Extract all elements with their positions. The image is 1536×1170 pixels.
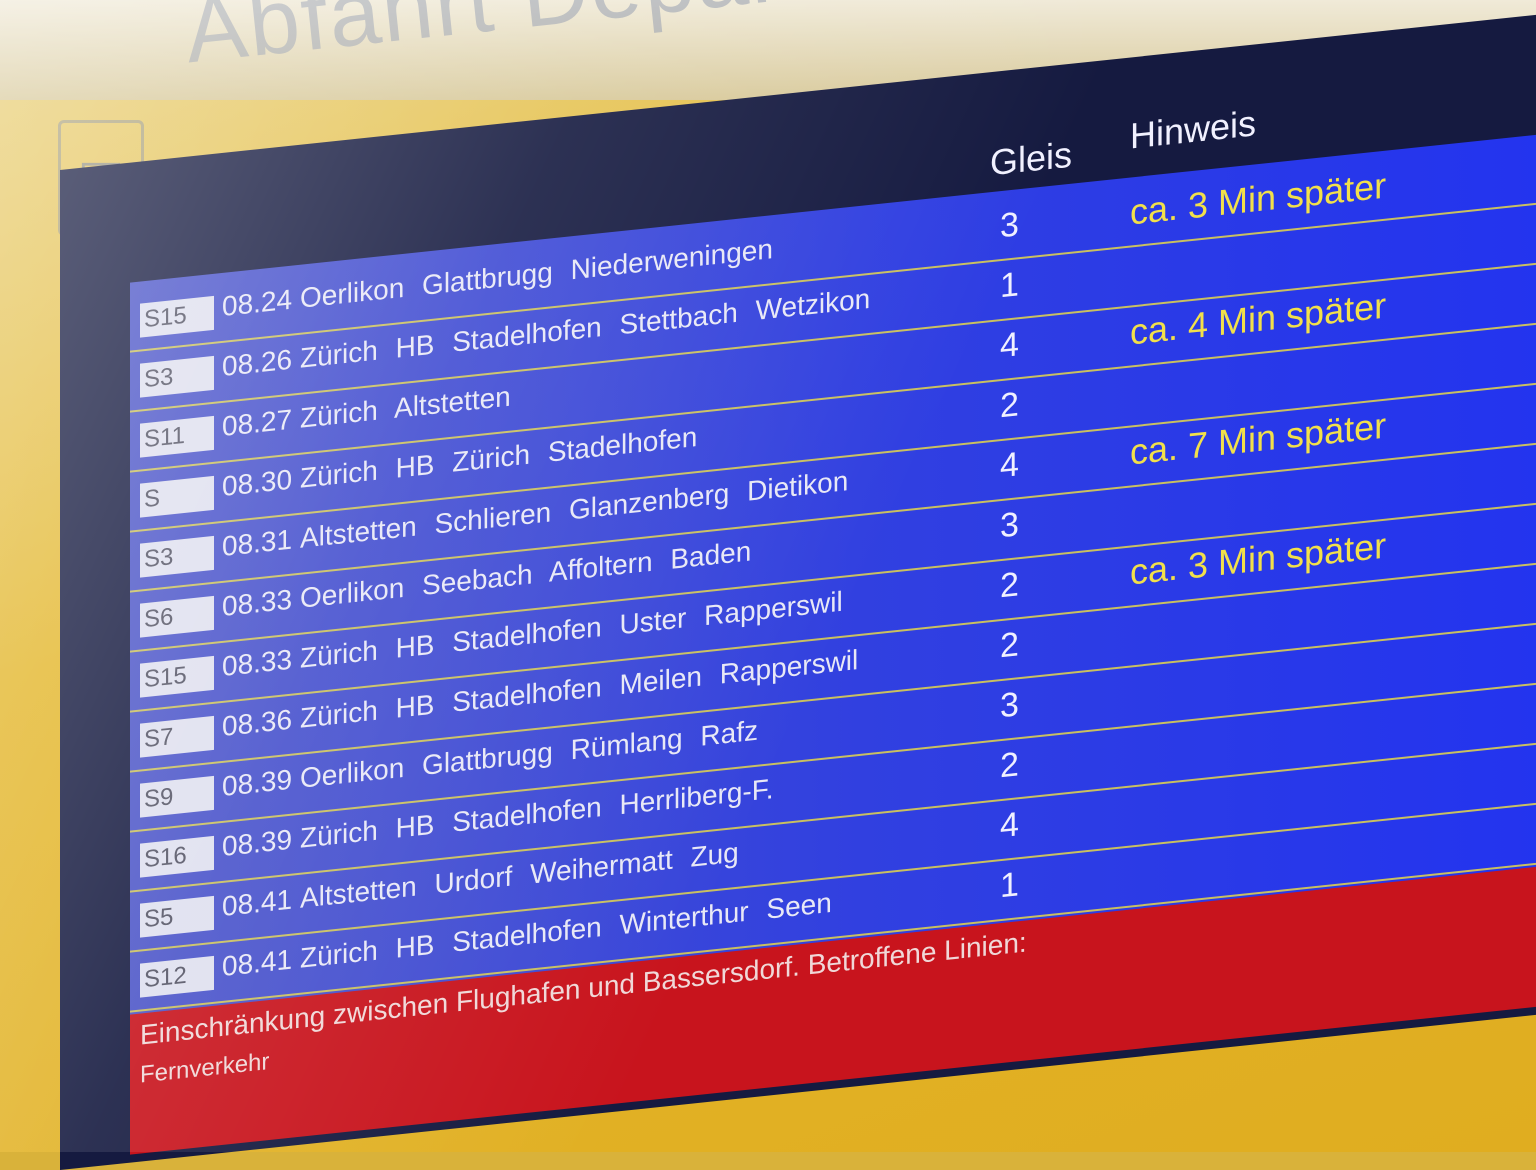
platform: 3 — [1000, 205, 1019, 246]
column-hinweis: Hinweis — [1130, 102, 1257, 157]
platform: 1 — [1000, 865, 1019, 906]
platform: 2 — [1000, 745, 1019, 786]
line-badge: S15 — [140, 655, 214, 698]
line-badge: S3 — [140, 535, 214, 578]
delay-note: ca. 3 Min später — [1130, 164, 1387, 233]
line-badge: S6 — [140, 595, 214, 638]
column-gleis: Gleis — [990, 133, 1073, 184]
departure-time: 08.39 — [222, 823, 293, 862]
line-badge: S12 — [140, 955, 214, 998]
departure-time: 08.33 — [222, 583, 293, 622]
line-badge: S9 — [140, 775, 214, 818]
line-badge: S16 — [140, 835, 214, 878]
departure-time: 08.31 — [222, 523, 293, 562]
platform: 4 — [1000, 445, 1019, 486]
platform: 4 — [1000, 325, 1019, 366]
platform: 2 — [1000, 385, 1019, 426]
platform: 3 — [1000, 505, 1019, 546]
line-badge: S3 — [140, 355, 214, 398]
departure-time: 08.41 — [222, 883, 293, 922]
departure-time: 08.36 — [222, 703, 293, 742]
departure-time: 08.30 — [222, 463, 293, 502]
line-badge: S5 — [140, 895, 214, 938]
line-badge: S — [140, 475, 214, 518]
departure-time: 08.24 — [222, 283, 293, 322]
departure-time: 08.26 — [222, 343, 293, 382]
departure-time: 08.33 — [222, 643, 293, 682]
departure-board: Gleis Hinweis S15 08.24 Oerlikon Glattbrug… — [130, 102, 1536, 1155]
departure-time: 08.27 — [222, 403, 293, 442]
platform: 4 — [1000, 805, 1019, 846]
display-screen: Gleis Hinweis S15 08.24 Oerlikon Glattbrug… — [60, 10, 1536, 1170]
departure-time: 08.39 — [222, 763, 293, 802]
line-badge: S7 — [140, 715, 214, 758]
platform: 2 — [1000, 565, 1019, 606]
alert-sub: Fernverkehr — [140, 1047, 270, 1089]
platform: 1 — [1000, 265, 1019, 306]
platform: 3 — [1000, 685, 1019, 726]
platform: 2 — [1000, 625, 1019, 666]
line-badge: S15 — [140, 295, 214, 338]
departure-time: 08.41 — [222, 943, 293, 982]
line-badge: S11 — [140, 415, 214, 458]
